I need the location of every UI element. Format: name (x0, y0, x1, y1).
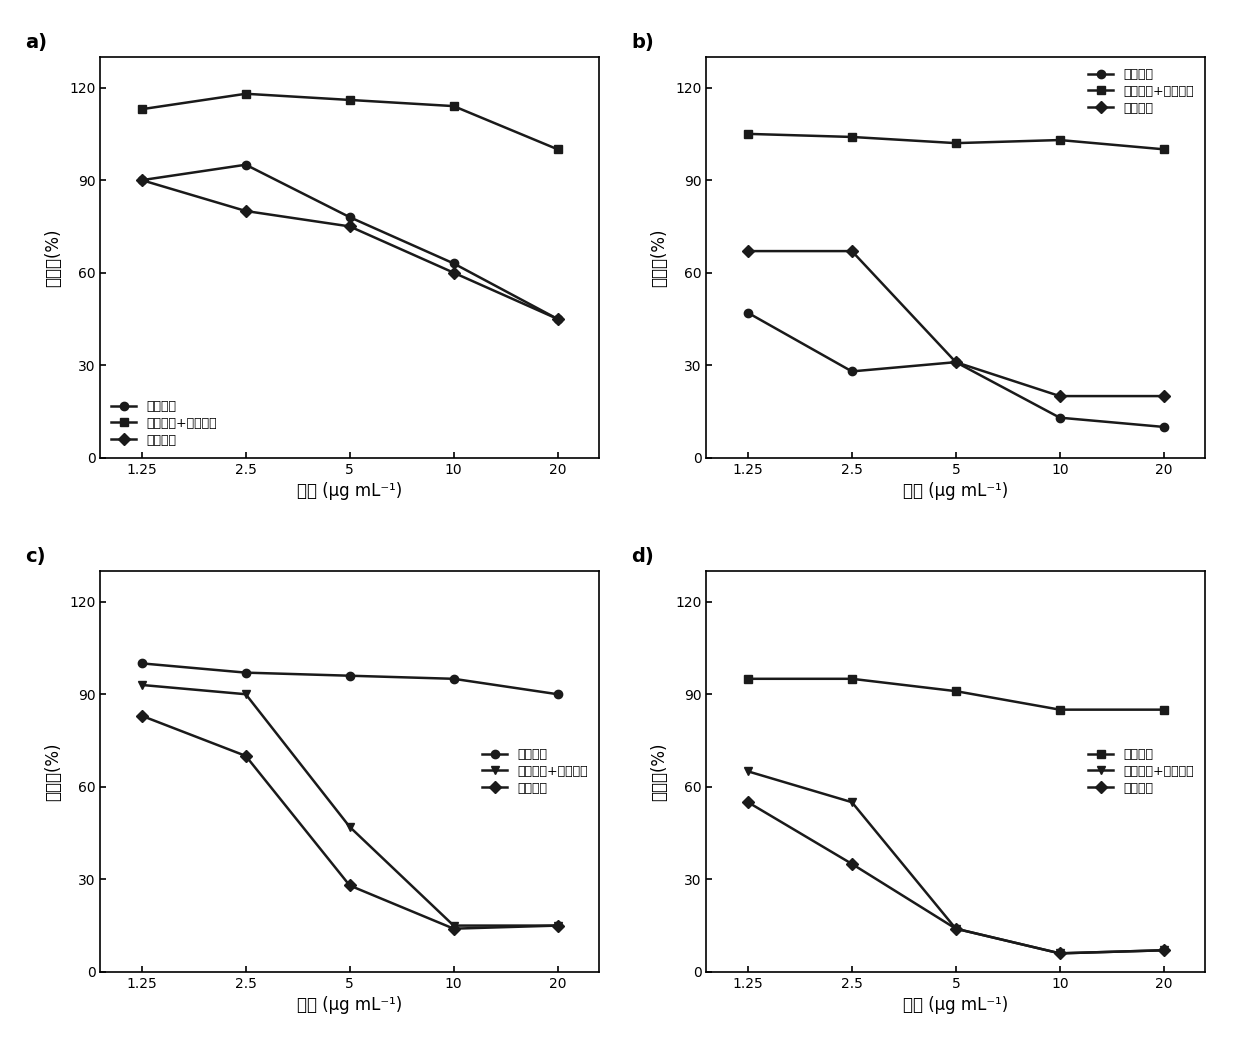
Y-axis label: 存活率(%): 存活率(%) (45, 742, 62, 800)
山垒醇素 (134, 709, 149, 722)
山垒醇素 (1156, 390, 1171, 403)
山垒醇素 (949, 356, 963, 368)
硅纳米线 (740, 672, 755, 685)
山垒醇素 (740, 796, 755, 809)
山垒醇素 (1053, 947, 1068, 960)
硅纳米线 (844, 672, 859, 685)
山垒醇素 (844, 858, 859, 871)
硅纳米线+山垒醇素 (740, 765, 755, 777)
硅纳米线+山垒醇素 (740, 128, 755, 141)
山垒醇素 (446, 266, 461, 279)
硅纳米线+山垒醇素 (1156, 944, 1171, 957)
硅纳米线 (238, 158, 253, 171)
Line: 山垒醇素: 山垒醇素 (138, 176, 562, 323)
硅纳米线 (1156, 704, 1171, 716)
硅纳米线+山垒醇素 (1156, 143, 1171, 155)
X-axis label: 浓度 (μg mL⁻¹): 浓度 (μg mL⁻¹) (298, 483, 402, 500)
硅纳米线+山垒醇素 (134, 103, 149, 115)
山垒醇素 (1053, 390, 1068, 403)
Line: 山垒醇素: 山垒醇素 (138, 711, 562, 933)
硅纳米线 (740, 306, 755, 319)
山垒醇素 (238, 750, 253, 763)
Y-axis label: 存活率(%): 存活率(%) (45, 228, 62, 286)
硅纳米线 (134, 174, 149, 187)
Line: 硅纳米线+山垒醇素: 硅纳米线+山垒醇素 (138, 89, 562, 153)
硅纳米线 (446, 672, 461, 685)
硅纳米线 (551, 313, 565, 325)
硅纳米线+山垒醇素 (446, 100, 461, 112)
Y-axis label: 存活率(%): 存活率(%) (650, 742, 668, 800)
山垒醇素 (844, 244, 859, 257)
硅纳米线 (1053, 704, 1068, 716)
硅纳米线+山垒醇素 (238, 87, 253, 100)
硅纳米线 (342, 669, 357, 682)
Line: 山垒醇素: 山垒醇素 (744, 247, 1168, 401)
山垒醇素 (740, 244, 755, 257)
Line: 硅纳米线+山垒醇素: 硅纳米线+山垒醇素 (744, 130, 1168, 153)
山垒醇素 (342, 220, 357, 233)
硅纳米线+山垒醇素 (446, 919, 461, 932)
Line: 硅纳米线: 硅纳米线 (138, 659, 562, 699)
硅纳米线 (1053, 411, 1068, 424)
山垒醇素 (551, 313, 565, 325)
硅纳米线 (446, 257, 461, 270)
Line: 硅纳米线+山垒醇素: 硅纳米线+山垒醇素 (744, 767, 1168, 958)
硅纳米线+山垒醇素 (949, 136, 963, 149)
硅纳米线 (844, 365, 859, 378)
山垒醇素 (1156, 944, 1171, 957)
Legend: 硅纳米线, 硅纳米线+山垒醇素, 山垒醇素: 硅纳米线, 硅纳米线+山垒醇素, 山垒醇素 (477, 743, 593, 799)
山垒醇素 (342, 879, 357, 892)
Line: 硅纳米线: 硅纳米线 (138, 160, 562, 323)
硅纳米线+山垒醇素 (342, 820, 357, 833)
Line: 硅纳米线: 硅纳米线 (744, 675, 1168, 713)
硅纳米线+山垒醇素 (342, 93, 357, 106)
硅纳米线+山垒醇素 (551, 143, 565, 155)
Legend: 硅纳米线, 硅纳米线+山垒醇素, 山垒醇素: 硅纳米线, 硅纳米线+山垒醇素, 山垒醇素 (107, 395, 222, 451)
硅纳米线+山垒醇素 (844, 131, 859, 144)
硅纳米线+山垒醇素 (134, 679, 149, 691)
X-axis label: 浓度 (μg mL⁻¹): 浓度 (μg mL⁻¹) (903, 997, 1008, 1014)
Y-axis label: 存活率(%): 存活率(%) (650, 228, 668, 286)
硅纳米线 (1156, 421, 1171, 433)
Line: 硅纳米线: 硅纳米线 (744, 308, 1168, 431)
山垒醇素 (134, 174, 149, 187)
Text: d): d) (631, 547, 655, 565)
硅纳米线+山垒醇素 (1053, 133, 1068, 146)
Legend: 硅纳米线, 硅纳米线+山垒醇素, 山垒醇素: 硅纳米线, 硅纳米线+山垒醇素, 山垒醇素 (1084, 63, 1199, 120)
山垒醇素 (551, 919, 565, 932)
山垒醇素 (446, 922, 461, 935)
硅纳米线 (134, 657, 149, 669)
Legend: 硅纳米线, 硅纳米线+山垒醇素, 山垒醇素: 硅纳米线, 硅纳米线+山垒醇素, 山垒醇素 (1084, 743, 1199, 799)
硅纳米线 (949, 356, 963, 368)
硅纳米线+山垒醇素 (551, 919, 565, 932)
Text: c): c) (25, 547, 46, 565)
Line: 硅纳米线+山垒醇素: 硅纳米线+山垒醇素 (138, 681, 562, 929)
硅纳米线 (551, 688, 565, 701)
硅纳米线+山垒醇素 (1053, 947, 1068, 960)
硅纳米线+山垒醇素 (844, 796, 859, 809)
硅纳米线+山垒醇素 (238, 688, 253, 701)
Line: 山垒醇素: 山垒醇素 (744, 798, 1168, 958)
硅纳米线 (238, 666, 253, 679)
硅纳米线+山垒醇素 (949, 922, 963, 935)
X-axis label: 浓度 (μg mL⁻¹): 浓度 (μg mL⁻¹) (298, 997, 402, 1014)
X-axis label: 浓度 (μg mL⁻¹): 浓度 (μg mL⁻¹) (903, 483, 1008, 500)
硅纳米线 (949, 685, 963, 698)
山垒醇素 (949, 922, 963, 935)
Text: a): a) (25, 33, 47, 51)
山垒醇素 (238, 205, 253, 217)
硅纳米线 (342, 211, 357, 223)
Text: b): b) (631, 33, 655, 51)
